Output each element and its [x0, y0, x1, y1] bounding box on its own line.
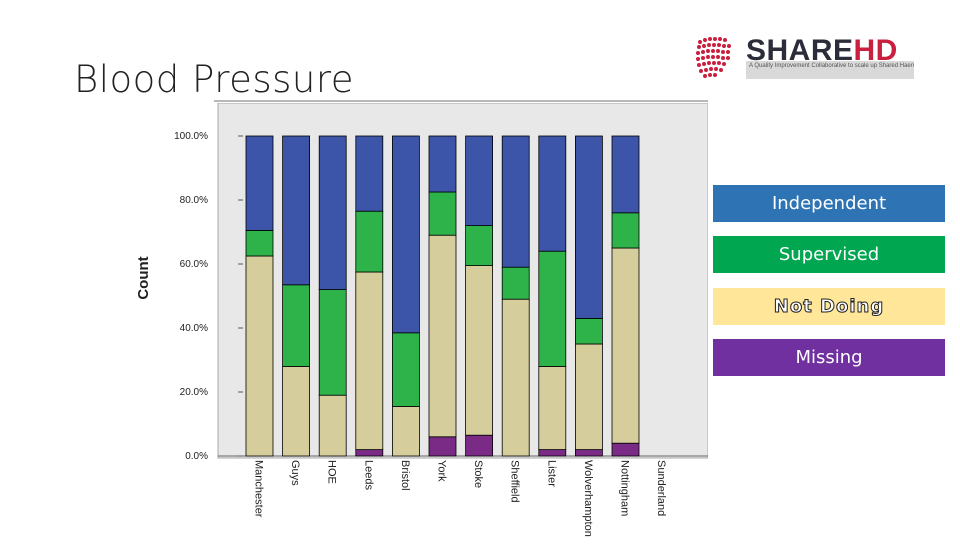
bar-supervised-guys — [282, 284, 311, 367]
legend-not-doing: Not Doing — [713, 288, 945, 325]
x-tick-label: Lister — [545, 460, 557, 487]
bar-supervised-bristol — [391, 332, 420, 407]
bar-not-doing-lister — [538, 365, 567, 450]
y-tick-label: 40.0% — [180, 323, 208, 334]
logo-mark-icon — [696, 37, 731, 78]
bar-not-doing-manchester — [245, 255, 274, 457]
bar-supervised-lister — [538, 250, 567, 367]
bar-independent-bristol — [391, 135, 420, 334]
bar-not-doing-sheffield — [501, 298, 530, 457]
bar-supervised-hoe — [318, 289, 347, 396]
bar-independent-sheffield — [501, 135, 530, 268]
bar-missing-wolverhampton — [574, 449, 603, 457]
bar-not-doing-nottingham — [611, 247, 640, 444]
bar-supervised-york — [428, 191, 457, 236]
x-tick-label: Bristol — [399, 460, 411, 491]
bar-not-doing-bristol — [391, 405, 420, 457]
bar-independent-manchester — [245, 135, 274, 231]
bar-not-doing-stoke — [465, 265, 494, 436]
bar-missing-lister — [538, 449, 567, 457]
bar-independent-hoe — [318, 135, 347, 291]
x-tick-label: Nottingham — [619, 460, 631, 516]
bar-missing-stoke — [465, 434, 494, 457]
bar-missing-york — [428, 436, 457, 457]
bar-independent-lister — [538, 135, 567, 252]
bar-not-doing-york — [428, 234, 457, 438]
y-tick-label: 60.0% — [180, 259, 208, 270]
y-axis-label: Count — [135, 256, 152, 299]
y-tick-label: 0.0% — [185, 451, 208, 462]
slide-title: Blood Pressure — [74, 58, 355, 101]
x-tick-label: Manchester — [253, 460, 265, 518]
x-tick-label: Stoke — [472, 460, 484, 488]
legend-supervised: Supervised — [713, 236, 945, 273]
bar-missing-leeds — [355, 449, 384, 457]
bar-supervised-manchester — [245, 230, 274, 257]
y-tick-label: 80.0% — [180, 195, 208, 206]
bar-independent-guys — [282, 135, 311, 286]
bar-supervised-leeds — [355, 210, 384, 273]
bar-independent-stoke — [465, 135, 494, 226]
x-tick-label: Sunderland — [655, 460, 667, 516]
bar-supervised-wolverhampton — [574, 317, 603, 345]
bar-not-doing-guys — [282, 365, 311, 457]
bar-not-doing-wolverhampton — [574, 343, 603, 450]
stacked-bar-chart: Count 0.0% 20.0% 40.0% 60.0% 80.0% 100.0% Man… — [135, 102, 709, 537]
x-tick-label: HOE — [326, 460, 338, 484]
x-tick-label: Sheffield — [509, 460, 521, 503]
bar-supervised-nottingham — [611, 212, 640, 249]
x-tick-label: Leeds — [362, 460, 374, 490]
chart-area: Count 0.0% 20.0% 40.0% 60.0% 80.0% 100.0% Man… — [126, 102, 709, 540]
bar-supervised-sheffield — [501, 266, 530, 300]
bar-independent-york — [428, 135, 457, 193]
logo-tagline: A Quality Improvement Collaborative to s… — [746, 61, 914, 79]
y-tick-label: 100.0% — [174, 131, 208, 142]
bar-independent-leeds — [355, 135, 384, 212]
legend-independent: Independent — [713, 185, 945, 222]
legend-missing: Missing — [713, 339, 945, 376]
x-tick-label: Wolverhampton — [582, 460, 594, 537]
sharehd-logo: SHAREHD A Quality Improvement Collaborat… — [694, 34, 924, 84]
bar-missing-nottingham — [611, 442, 640, 457]
y-tick-label: 20.0% — [180, 387, 208, 398]
x-tick-label: Guys — [289, 460, 301, 486]
bar-not-doing-hoe — [318, 394, 347, 457]
title-divider — [214, 100, 708, 102]
bar-supervised-stoke — [465, 225, 494, 266]
x-tick-label: York — [436, 460, 448, 482]
bar-not-doing-leeds — [355, 271, 384, 451]
bar-independent-wolverhampton — [574, 135, 603, 319]
bar-independent-nottingham — [611, 135, 640, 214]
